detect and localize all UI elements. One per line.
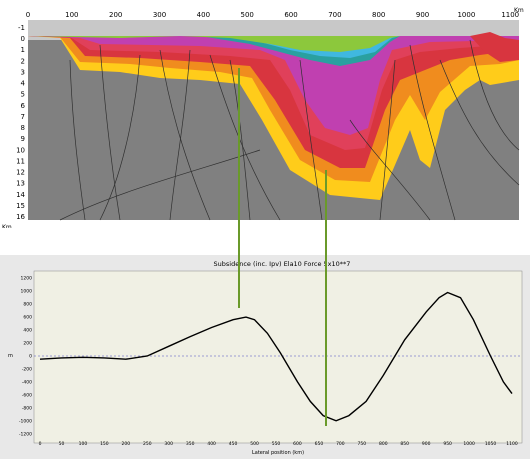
layer-east-red — [470, 32, 519, 62]
chart-x-tick-label: 900 — [422, 441, 431, 447]
top-y-tick-label: -1 — [18, 24, 25, 32]
subsidence-curve — [39, 291, 513, 422]
chart-x-tick-label: 600 — [293, 441, 302, 447]
top-y-tick-label: 9 — [21, 135, 25, 143]
top-y-tick-label: 7 — [21, 113, 25, 121]
layer-pink — [28, 36, 519, 150]
chart-x-axis: 0 50 100 150 200 250 300 350 400 450 500 550 600 650 7… — [39, 441, 518, 447]
chart-y-tick-label: 200 — [23, 341, 32, 347]
chart-y-tick-label: -1200 — [19, 431, 32, 437]
top-y-tick-label: 14 — [16, 191, 25, 199]
chart-x-tick-label: 100 — [79, 441, 88, 447]
top-x-tick-label: 200 — [109, 11, 122, 19]
chart-x-tick-label: 750 — [358, 441, 367, 447]
chart-x-tick-label: 50 — [59, 441, 65, 447]
chart-x-tick-label: 400 — [207, 441, 216, 447]
top-x-axis: 0 100 200 300 400 500 600 700 800 900 1000 1100 — [26, 11, 519, 19]
top-y-tick-label: 11 — [16, 157, 25, 165]
chart-title: Subsidence (inc. Ipv) Ela10 Force 5x10**… — [214, 260, 351, 268]
y-axis-label: m — [8, 353, 13, 359]
chart-x-tick-label: 150 — [100, 441, 109, 447]
top-x-tick-label: 100 — [65, 11, 78, 19]
top-y-tick-label: 8 — [21, 124, 25, 132]
x-axis-label: Lateral position (km) — [252, 450, 304, 456]
chart-x-tick-label: 800 — [379, 441, 388, 447]
top-y-tick-label: 3 — [21, 68, 25, 76]
chart-x-tick-label: 950 — [443, 441, 452, 447]
top-x-tick-label: 600 — [284, 11, 297, 19]
chart-y-tick-label: -400 — [22, 379, 32, 385]
top-x-tick-label: 0 — [26, 11, 30, 19]
top-x-unit: Km — [514, 7, 524, 14]
top-x-tick-label: 500 — [241, 11, 254, 19]
chart-y-tick-label: -800 — [22, 405, 32, 411]
chart-x-tick-label: 300 — [164, 441, 173, 447]
chart-y-tick-label: 600 — [23, 315, 32, 321]
top-y-tick-label: 1 — [21, 46, 25, 54]
chart-x-tick-label: 850 — [400, 441, 409, 447]
chart-y-tick-label: 1200 — [21, 276, 33, 282]
layer-red — [28, 36, 519, 168]
chart-y-tick-label: -600 — [22, 392, 32, 398]
top-y-tick-label: 5 — [21, 91, 25, 99]
top-y-tick-label: 15 — [16, 202, 25, 210]
chart-x-tick-label: 650 — [315, 441, 324, 447]
subsidence-chart: Subsidence (inc. Ipv) Ela10 Force 5x10**… — [0, 255, 530, 459]
cross-section-panel: 0 100 200 300 400 500 600 700 800 900 1000 1100 Km … — [0, 0, 530, 228]
top-y-tick-label: 10 — [16, 146, 25, 154]
chart-y-tick-label: 1000 — [21, 289, 33, 295]
chart-y-tick-label: -1000 — [19, 418, 32, 424]
top-x-tick-label: 1000 — [457, 11, 475, 19]
chart-y-tick-label: -200 — [22, 366, 32, 372]
chart-x-tick-label: 700 — [336, 441, 345, 447]
top-y-tick-label: 4 — [21, 80, 26, 88]
chart-x-tick-label: 0 — [39, 441, 42, 447]
chart-x-tick-label: 450 — [229, 441, 238, 447]
fault-lines — [59, 39, 520, 221]
chart-y-tick-label: 400 — [23, 328, 32, 334]
top-x-tick-label: 300 — [153, 11, 166, 19]
top-y-tick-label: 16 — [16, 213, 25, 221]
top-y-tick-label: 0 — [21, 35, 25, 43]
chart-x-tick-label: 1100 — [506, 441, 518, 447]
chart-x-tick-label: 550 — [272, 441, 281, 447]
top-y-tick-label: 12 — [16, 169, 25, 177]
chart-x-tick-label: 250 — [143, 441, 152, 447]
plot-area — [33, 270, 523, 444]
chart-x-tick-label: 1050 — [485, 441, 497, 447]
top-y-unit: Km — [2, 224, 12, 228]
top-x-tick-label: 700 — [328, 11, 341, 19]
chart-y-tick-label: 0 — [29, 354, 32, 360]
chart-x-tick-label: 500 — [250, 441, 259, 447]
chart-y-axis: 1200 1000 800 600 400 200 0 -200 -400 -600 -800 -10… — [19, 276, 32, 438]
top-y-tick-label: 13 — [16, 180, 25, 188]
top-x-tick-label: 400 — [197, 11, 210, 19]
chart-x-tick-label: 350 — [186, 441, 195, 447]
chart-y-tick-label: 800 — [23, 302, 32, 308]
chart-x-tick-label: 200 — [122, 441, 131, 447]
top-x-tick-label: 900 — [416, 11, 429, 19]
top-y-tick-label: 6 — [21, 102, 26, 110]
top-x-tick-label: 1100 — [501, 11, 519, 19]
top-x-tick-label: 800 — [372, 11, 385, 19]
chart-x-tick-label: 1000 — [463, 441, 475, 447]
top-y-tick-label: 2 — [21, 57, 25, 65]
layer-green — [28, 36, 400, 52]
